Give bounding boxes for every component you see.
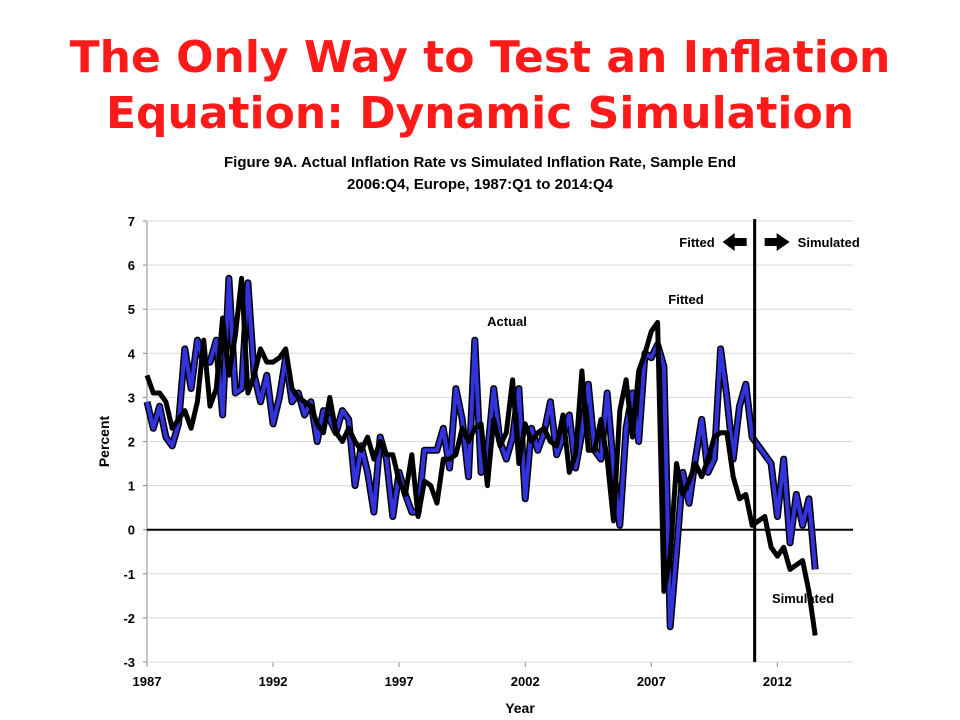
chart-title-line-2: 2006:Q4, Europe, 1987:Q1 to 2014:Q4	[347, 176, 613, 193]
chart-series-layer	[143, 274, 819, 636]
x-tick-label: 2007	[637, 674, 666, 689]
actual-annotation: Actual	[487, 314, 527, 329]
slide-title-line-2: Equation: Dynamic Simulation	[105, 88, 855, 139]
x-axis-title: Year	[505, 700, 535, 716]
fitted-simulated-series-line	[144, 275, 818, 636]
x-tick-label: 1997	[385, 674, 414, 689]
slide-title-line-1: The Only Way to Test an Inflation	[69, 32, 891, 83]
y-tick-label: 0	[128, 523, 135, 538]
fitted-annotation: Fitted	[668, 292, 703, 307]
chart-title: Figure 9A. Actual Inflation Rate vs Simu…	[0, 152, 960, 196]
y-tick-label: 4	[128, 346, 136, 361]
y-tick-label: 3	[128, 390, 135, 405]
y-tick-label: -1	[123, 567, 135, 582]
chart-markers	[722, 219, 790, 662]
y-tick-label: 2	[128, 435, 135, 450]
y-tick-label: -2	[123, 611, 135, 626]
chart-labels: Year Percent Fitted Simulated Actual Fitted Si…	[96, 235, 860, 716]
y-axis-title: Percent	[96, 415, 112, 467]
y-tick-label: 5	[128, 302, 135, 317]
y-tick-label: -3	[123, 655, 135, 670]
x-tick-label: 2012	[763, 674, 792, 689]
slide-title: The Only Way to Test an Inflation Equati…	[0, 30, 960, 142]
simulated-arrow-label: Simulated	[798, 235, 860, 250]
y-tick-label: 1	[128, 479, 135, 494]
y-tick-label: 6	[128, 258, 135, 273]
x-tick-label: 1992	[259, 674, 288, 689]
x-tick-label: 2002	[511, 674, 540, 689]
simulated-arrow-icon	[764, 233, 790, 251]
fitted-arrow-icon	[722, 233, 747, 251]
fitted-arrow-label: Fitted	[679, 235, 714, 250]
simulated-annotation: Simulated	[772, 591, 834, 606]
y-tick-label: 7	[128, 214, 135, 229]
x-tick-label: 1987	[133, 674, 162, 689]
chart-title-line-1: Figure 9A. Actual Inflation Rate vs Simu…	[223, 154, 737, 171]
actual-series-line	[145, 276, 818, 629]
